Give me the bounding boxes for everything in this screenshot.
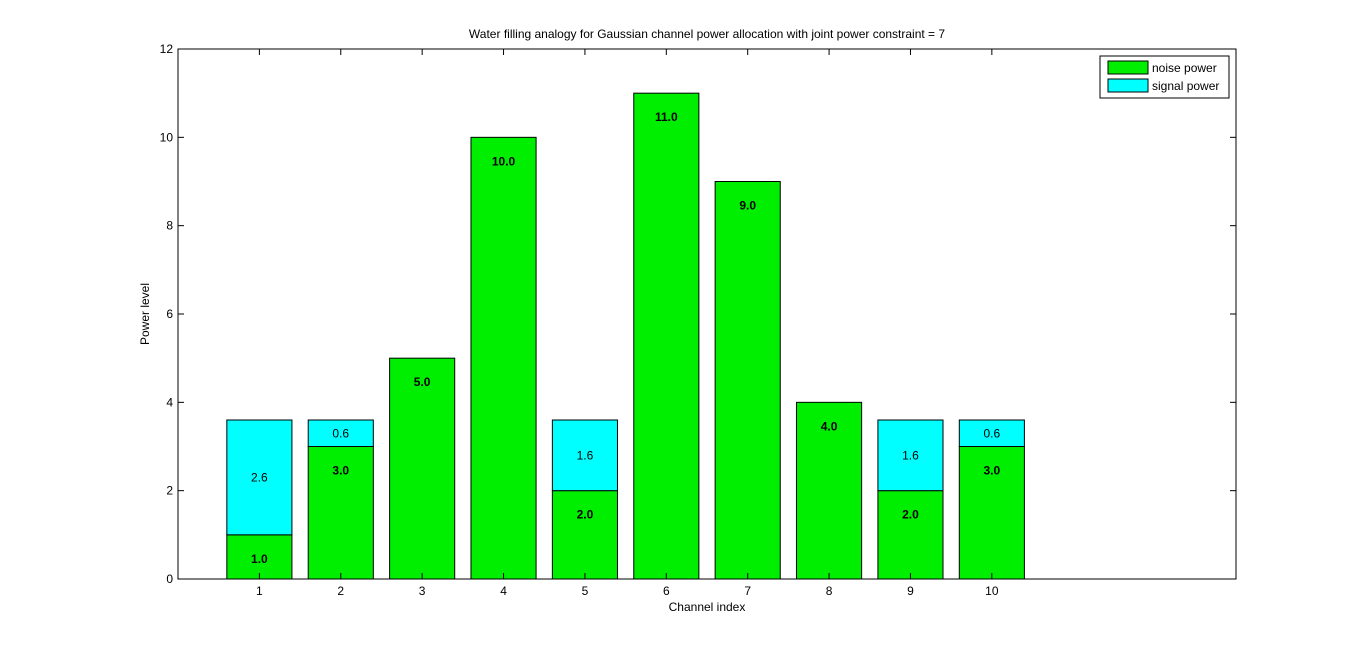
- data-label-signal-power-5: 1.6: [577, 448, 594, 462]
- x-tick-label: 4: [500, 584, 507, 598]
- bar-noise-power-10: [958, 446, 1025, 580]
- y-tick-label: 8: [166, 219, 173, 233]
- legend-swatch-signal-power: [1107, 78, 1149, 93]
- bars-layer: [226, 92, 1025, 580]
- data-label-noise-power-9: 2.0: [902, 508, 919, 522]
- chart-title: Water filling analogy for Gaussian chann…: [469, 27, 945, 41]
- y-axis-label: Power level: [138, 283, 152, 345]
- data-labels-layer: 1.0 3.0 5.0 10.0 2.0 11.0 9.0 4.0 2.0 3.0 2.6 0.6 1.…: [251, 110, 1000, 566]
- y-tick-label: 6: [166, 307, 173, 321]
- x-tick-label: 3: [419, 584, 426, 598]
- legend-swatch-noise-power: [1107, 60, 1149, 75]
- x-tick-label: 1: [256, 584, 263, 598]
- bar-noise-power-6: [633, 92, 700, 580]
- data-label-noise-power-5: 2.0: [577, 508, 594, 522]
- y-tick-label: 12: [160, 42, 174, 56]
- data-label-noise-power-6: 11.0: [655, 110, 678, 124]
- x-tick-label: 10: [985, 584, 999, 598]
- x-tick-label: 8: [826, 584, 833, 598]
- bar-noise-power-2: [307, 446, 374, 580]
- data-label-noise-power-1: 1.0: [251, 552, 268, 566]
- x-tick-label: 2: [337, 584, 344, 598]
- x-tick-label: 7: [744, 584, 751, 598]
- y-tick-label: 2: [166, 484, 173, 498]
- data-label-signal-power-1: 2.6: [251, 470, 268, 484]
- bar-noise-power-5: [551, 490, 618, 580]
- y-tick-label: 10: [160, 130, 174, 144]
- data-label-noise-power-10: 3.0: [984, 464, 1001, 478]
- x-tick-label: 9: [907, 584, 914, 598]
- bar-noise-power-7: [714, 181, 781, 580]
- legend-label-signal-power: signal power: [1152, 79, 1219, 93]
- bar-noise-power-9: [877, 490, 944, 580]
- data-label-noise-power-7: 9.0: [739, 199, 756, 213]
- bar-noise-power-4: [470, 136, 537, 580]
- bar-signal-power-5: [551, 419, 618, 492]
- bar-signal-power-2: [307, 419, 374, 447]
- x-tick-label: 5: [582, 584, 589, 598]
- data-label-noise-power-2: 3.0: [332, 464, 349, 478]
- x-axis-label: Channel index: [669, 600, 746, 614]
- legend-label-noise-power: noise power: [1152, 61, 1217, 75]
- bar-noise-power-1: [226, 534, 293, 580]
- bar-signal-power-9: [877, 419, 944, 492]
- data-label-noise-power-8: 4.0: [821, 419, 838, 433]
- data-label-signal-power-2: 0.6: [332, 426, 349, 440]
- data-label-signal-power-9: 1.6: [902, 448, 919, 462]
- data-label-noise-power-4: 10.0: [492, 154, 516, 168]
- bar-noise-power-8: [796, 401, 863, 580]
- legend: noise power signal power: [1099, 55, 1230, 99]
- bar-signal-power-10: [958, 419, 1025, 447]
- y-tick-label: 0: [166, 572, 173, 586]
- y-tick-label: 4: [166, 395, 173, 409]
- bar-signal-power-1: [226, 419, 293, 536]
- data-label-noise-power-3: 5.0: [414, 375, 431, 389]
- data-label-signal-power-10: 0.6: [984, 426, 1001, 440]
- x-tick-label: 6: [663, 584, 670, 598]
- bar-noise-power-3: [389, 357, 456, 580]
